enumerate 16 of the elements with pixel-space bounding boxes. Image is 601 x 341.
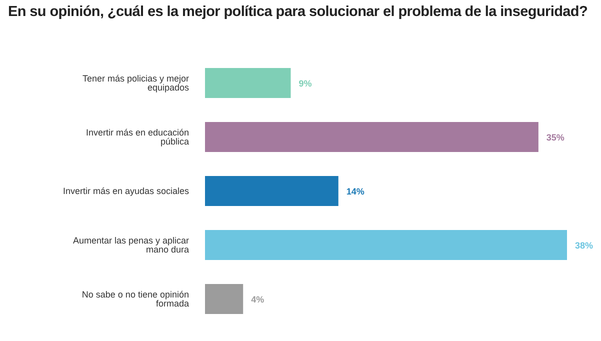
y-tick-label: Invertir más en ayudas sociales	[62, 186, 190, 196]
data-label: 38%	[575, 240, 594, 250]
chart-title: En su opinión, ¿cuál es la mejor política para solucionar el problema de la inseguridad?	[8, 4, 588, 20]
bar	[205, 122, 538, 152]
data-label: 14%	[346, 186, 364, 196]
y-tick-label: Aumentar las penas y aplicar mano dura	[72, 236, 189, 255]
y-tick-label: Invertir más en educación pública	[86, 128, 189, 147]
data-label: 35%	[546, 132, 564, 142]
data-label: 4%	[251, 294, 264, 304]
bar	[205, 68, 291, 98]
y-tick-label: No sabe o no tiene opinión formada	[82, 290, 189, 309]
data-label: 9%	[298, 78, 312, 88]
bar	[205, 230, 567, 260]
y-tick-label: Tener más policias y mejor equipados	[82, 74, 190, 93]
bar	[205, 284, 244, 314]
bar	[205, 176, 338, 206]
